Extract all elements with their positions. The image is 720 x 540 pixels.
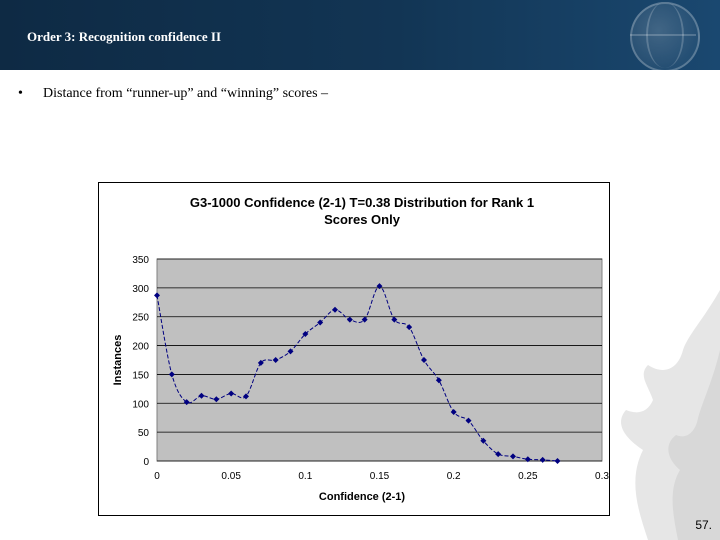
x-tick-label: 0.2 xyxy=(447,471,461,482)
slide-title: Order 3: Recognition confidence II xyxy=(27,29,222,44)
x-axis-label: Confidence (2-1) xyxy=(319,491,406,503)
data-point xyxy=(495,451,502,458)
chart-title-line-2: Scores Only xyxy=(324,212,401,227)
data-point xyxy=(332,306,338,313)
data-point xyxy=(391,316,398,323)
y-tick-label: 350 xyxy=(132,255,149,266)
data-point xyxy=(465,417,472,424)
y-tick-label: 300 xyxy=(132,284,149,295)
x-tick-label: 0 xyxy=(154,471,160,482)
y-tick-label: 100 xyxy=(132,399,149,410)
data-point xyxy=(421,357,427,363)
data-point xyxy=(376,283,383,290)
y-axis-ticks: 0 50 100 150 200 250 300 350 xyxy=(132,255,149,468)
data-point xyxy=(510,453,516,460)
data-point xyxy=(554,458,561,464)
data-point xyxy=(361,316,368,323)
y-tick-label: 150 xyxy=(132,370,149,381)
x-tick-label: 0.15 xyxy=(370,471,390,482)
data-point xyxy=(198,392,205,399)
chart-title-line-1: G3-1000 Confidence (2-1) T=0.38 Distribu… xyxy=(190,195,534,210)
data-point xyxy=(243,393,249,400)
data-point xyxy=(480,437,487,444)
plot-area xyxy=(156,258,603,462)
data-point xyxy=(154,292,160,299)
data-point xyxy=(257,359,264,366)
data-point xyxy=(539,456,546,463)
x-tick-label: 0.1 xyxy=(298,471,312,482)
data-point xyxy=(302,331,309,338)
y-tick-label: 0 xyxy=(143,457,149,468)
y-tick-label: 250 xyxy=(132,313,149,324)
page-number: 57. xyxy=(695,518,712,532)
confidence-chart: G3-1000 Confidence (2-1) T=0.38 Distribu… xyxy=(112,195,609,503)
data-point xyxy=(213,396,220,403)
maple-leaf-decoration-icon xyxy=(621,290,720,540)
chart-frame: G3-1000 Confidence (2-1) T=0.38 Distribu… xyxy=(98,182,610,516)
data-point xyxy=(346,316,353,323)
data-point xyxy=(228,390,235,397)
bullet-icon: • xyxy=(18,86,23,101)
data-point xyxy=(406,324,413,331)
data-point xyxy=(183,399,190,406)
data-point xyxy=(168,371,175,378)
slide-header: Order 3: Recognition confidence II xyxy=(0,0,720,70)
data-point xyxy=(435,377,442,384)
series-line xyxy=(156,285,558,462)
globe-logo-icon xyxy=(630,2,700,70)
x-tick-label: 0.05 xyxy=(221,471,241,482)
series-group xyxy=(154,283,561,464)
y-tick-label: 200 xyxy=(132,342,149,353)
data-point xyxy=(287,348,294,355)
data-point xyxy=(450,408,457,415)
y-axis-label: Instances xyxy=(112,335,124,386)
x-tick-label: 0.3 xyxy=(595,471,609,482)
gridlines xyxy=(157,258,602,462)
x-tick-label: 0.25 xyxy=(518,471,538,482)
data-point xyxy=(317,319,324,326)
data-point xyxy=(524,456,531,463)
bullet-text: Distance from “runner-up” and “winning” … xyxy=(43,86,329,101)
data-point xyxy=(272,357,279,363)
x-axis-ticks: 0 0.05 0.1 0.15 0.2 0.25 0.3 xyxy=(154,471,609,482)
y-tick-label: 50 xyxy=(138,428,150,439)
